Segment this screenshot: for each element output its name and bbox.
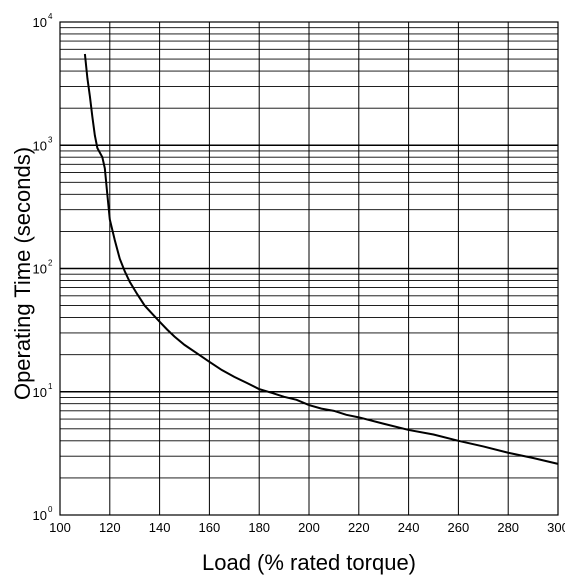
- y-tick-exponent: 0: [48, 505, 53, 514]
- x-axis-ticks: 100 120 140 160 180 200 220 240 260 280 300: [49, 520, 565, 535]
- x-tick-label: 260: [448, 520, 470, 535]
- y-tick-label: 10: [33, 15, 47, 30]
- series-line-operating-time: [83, 53, 559, 465]
- x-tick-label: 100: [49, 520, 71, 535]
- x-tick-label: 180: [248, 520, 270, 535]
- y-tick-exponent: 2: [48, 259, 53, 268]
- plot-frame: [59, 21, 559, 516]
- y-tick-exponent: 1: [48, 382, 53, 391]
- y-tick-label: 10: [33, 138, 47, 153]
- x-tick-label: 280: [497, 520, 519, 535]
- y-axis-label: Operating Time (seconds): [10, 147, 35, 400]
- x-tick-label: 160: [199, 520, 221, 535]
- y-tick-exponent: 3: [48, 135, 53, 144]
- y-tick-exponent: 4: [48, 12, 53, 21]
- x-tick-label: 120: [99, 520, 121, 535]
- x-axis-label: Load (% rated torque): [202, 550, 416, 575]
- y-tick-label: 10: [33, 385, 47, 400]
- x-tick-label: 140: [149, 520, 171, 535]
- x-tick-label: 300: [547, 520, 565, 535]
- x-tick-label: 200: [298, 520, 320, 535]
- x-tick-label: 220: [348, 520, 370, 535]
- grid: [60, 22, 558, 515]
- x-tick-label: 240: [398, 520, 420, 535]
- y-tick-label: 10: [33, 262, 47, 277]
- y-tick-label: 10: [33, 508, 47, 523]
